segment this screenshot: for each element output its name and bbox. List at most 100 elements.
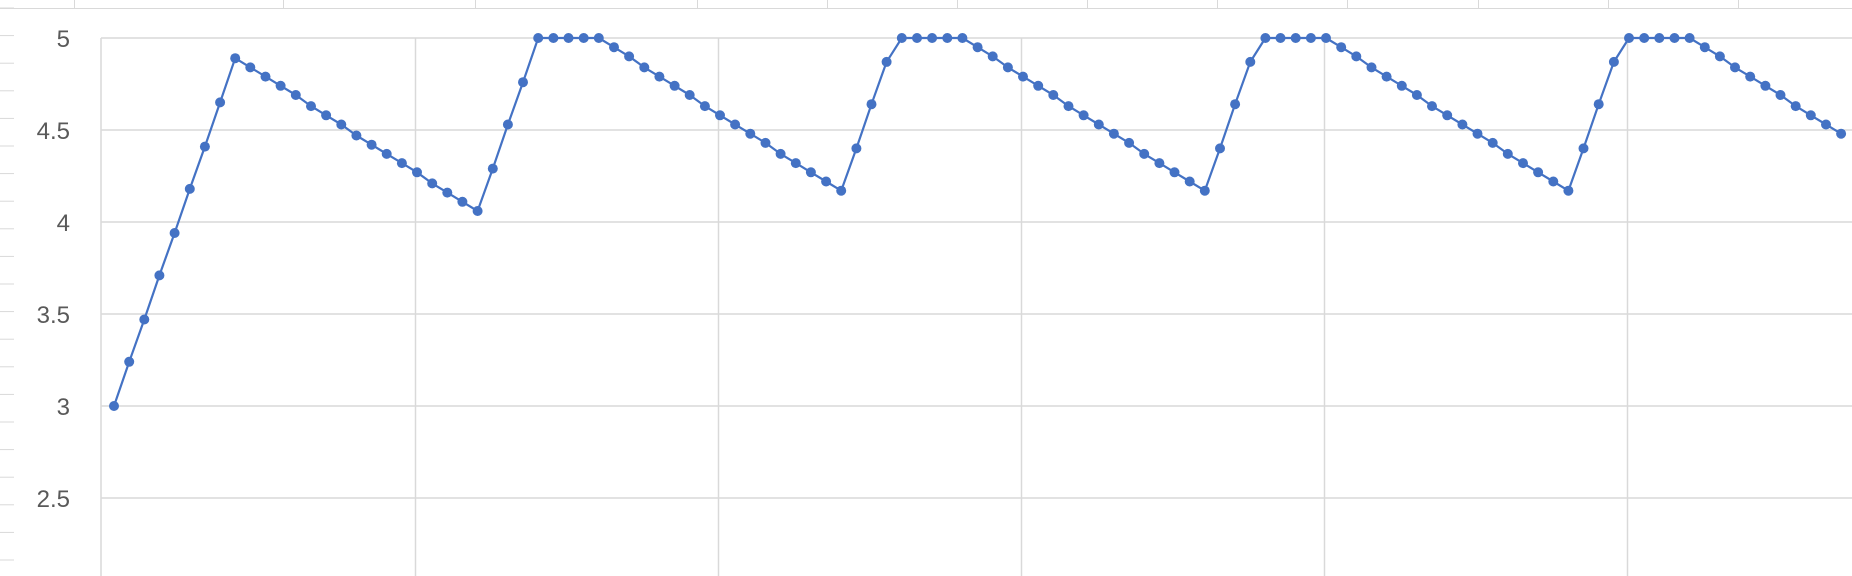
data-point <box>215 97 226 108</box>
data-point <box>972 42 983 53</box>
data-point <box>351 130 362 141</box>
data-point <box>987 51 998 62</box>
data-point <box>1639 33 1650 43</box>
data-point <box>1275 33 1286 43</box>
data-point <box>957 33 968 43</box>
data-point <box>230 53 241 64</box>
data-point <box>684 90 695 100</box>
data-point <box>1624 33 1634 43</box>
data-point <box>639 62 650 73</box>
y-tick-label: 5 <box>57 26 70 53</box>
data-point <box>306 101 316 112</box>
data-point <box>548 33 559 43</box>
data-point <box>1760 80 1771 91</box>
data-point <box>1336 42 1347 53</box>
data-point <box>593 33 604 43</box>
data-point <box>1730 62 1740 73</box>
data-point <box>1608 56 1619 67</box>
data-point <box>502 119 513 130</box>
data-point <box>1836 128 1847 139</box>
y-tick-label: 3 <box>57 394 70 421</box>
data-point <box>1548 176 1559 187</box>
data-point <box>442 187 453 198</box>
data-point <box>1411 90 1422 100</box>
data-point <box>109 401 119 411</box>
data-point <box>1745 71 1756 82</box>
data-point <box>124 356 135 367</box>
data-point <box>1154 158 1165 169</box>
data-point <box>396 158 407 169</box>
data-point <box>1457 119 1468 130</box>
data-point <box>1002 62 1013 73</box>
data-point <box>1669 33 1680 43</box>
data-point <box>487 163 498 174</box>
data-point <box>1427 101 1437 112</box>
data-point <box>654 71 665 82</box>
data-point <box>1714 51 1725 62</box>
data-point <box>1169 167 1180 178</box>
data-point <box>1063 101 1074 112</box>
data-point <box>578 33 589 43</box>
data-point <box>1593 99 1604 110</box>
data-point <box>472 206 483 216</box>
data-point <box>1199 185 1210 196</box>
data-point <box>563 33 574 43</box>
data-point <box>1396 80 1407 91</box>
data-point <box>912 33 922 43</box>
plot-gridlines <box>100 37 1852 576</box>
data-point <box>1563 185 1574 196</box>
data-point <box>1533 167 1544 178</box>
data-point <box>1124 137 1135 148</box>
data-point <box>1290 33 1301 43</box>
data-point <box>412 167 422 178</box>
data-point <box>1230 99 1241 110</box>
data-point <box>1139 148 1150 159</box>
y-tick-label: 2.5 <box>37 486 70 513</box>
data-point <box>851 143 862 154</box>
spreadsheet-cell-grid <box>0 0 1852 561</box>
data-point <box>199 141 210 152</box>
data-point <box>275 80 286 91</box>
data-point <box>836 185 847 196</box>
data-point <box>1684 33 1695 43</box>
data-point <box>624 51 635 62</box>
data-point <box>1518 158 1528 169</box>
data-point <box>1215 143 1225 154</box>
data-point <box>1821 119 1831 130</box>
data-point <box>1033 80 1044 91</box>
data-point <box>1018 71 1028 82</box>
data-point <box>1487 137 1498 148</box>
data-point <box>1184 176 1195 187</box>
data-point <box>290 90 301 100</box>
data-point <box>1654 33 1665 43</box>
data-point <box>260 71 271 82</box>
data-point <box>427 178 438 189</box>
data-point <box>457 196 468 207</box>
data-point <box>1305 33 1316 43</box>
y-axis-tick-labels: 5 4.5 4 3.5 3 2.5 <box>37 26 70 513</box>
y-tick-label: 3.5 <box>37 302 70 329</box>
y-tick-label: 4.5 <box>37 118 70 145</box>
data-point <box>866 99 877 110</box>
data-point <box>1790 101 1801 112</box>
data-point <box>533 33 544 43</box>
data-point <box>245 62 256 73</box>
data-point <box>730 119 741 130</box>
data-point <box>169 228 180 238</box>
data-point <box>1260 33 1271 43</box>
data-point <box>321 110 332 121</box>
data-point <box>1442 110 1453 121</box>
data-point <box>699 101 710 112</box>
data-point <box>1351 51 1362 62</box>
data-point <box>154 270 165 281</box>
data-point <box>184 183 195 194</box>
data-point <box>896 33 907 43</box>
data-point <box>669 80 680 91</box>
data-point <box>942 33 953 43</box>
data-point <box>790 158 801 169</box>
data-point <box>1699 42 1710 53</box>
data-point <box>1108 128 1119 139</box>
data-point <box>745 128 756 139</box>
data-point <box>609 42 619 53</box>
